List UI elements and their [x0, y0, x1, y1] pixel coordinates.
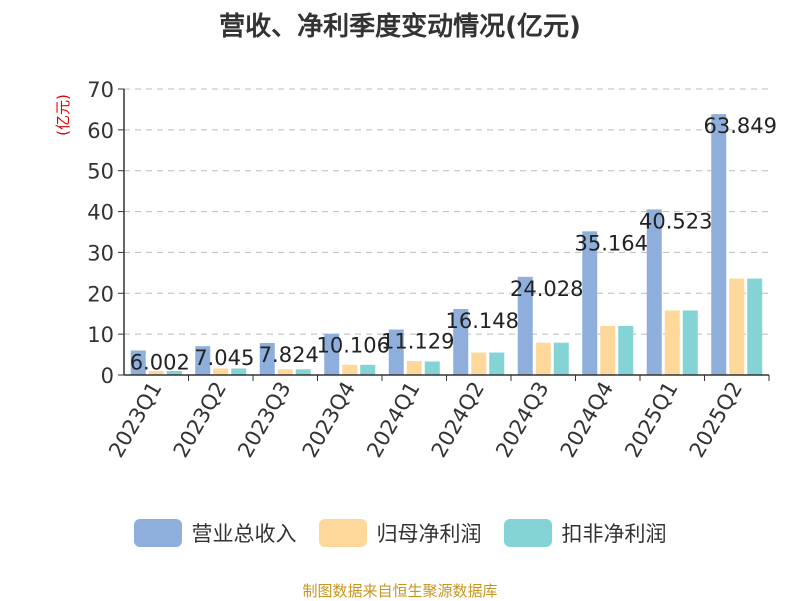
legend-swatch-net-profit	[318, 519, 367, 547]
bar-deducted-profit	[553, 342, 569, 375]
legend-label-revenue: 营业总收入	[191, 522, 297, 546]
source-note: 制图数据来自恒生聚源数据库	[302, 582, 498, 600]
bar-net-profit	[342, 364, 358, 375]
x-tick-label: 2023Q4	[298, 378, 360, 462]
data-label-revenue: 7.824	[259, 343, 319, 367]
bar-revenue	[324, 333, 340, 375]
bar-deducted-profit	[231, 368, 247, 375]
bar-net-profit	[148, 370, 164, 375]
bar-net-profit	[664, 310, 680, 375]
bar-deducted-profit	[682, 310, 698, 375]
bar-net-profit	[535, 342, 551, 375]
x-tick-label: 2024Q3	[491, 378, 553, 462]
bar-deducted-profit	[489, 352, 505, 375]
legend-item-net-profit[interactable]: 归母净利润	[318, 518, 482, 548]
legend: 营业总收入 归母净利润 扣非净利润	[0, 518, 800, 548]
y-tick-label: 60	[87, 119, 114, 143]
x-tick-label: 2023Q3	[233, 378, 295, 462]
y-tick-label: 10	[87, 323, 114, 347]
bar-revenue	[453, 309, 469, 375]
bar-revenue	[130, 350, 146, 375]
data-label-revenue: 10.106	[317, 334, 390, 358]
legend-item-deducted-profit[interactable]: 扣非净利润	[503, 518, 667, 548]
legend-swatch-revenue	[133, 519, 182, 547]
data-label-revenue: 11.129	[381, 330, 454, 354]
bar-deducted-profit	[166, 370, 182, 375]
x-tick-label: 2024Q2	[427, 378, 489, 462]
y-tick-label: 40	[87, 201, 114, 225]
x-tick-label: 2024Q4	[556, 378, 618, 462]
x-tick-label: 2024Q1	[362, 378, 424, 462]
y-tick-label: 70	[87, 78, 114, 102]
bar-revenue	[259, 343, 275, 375]
bar-deducted-profit	[360, 364, 376, 375]
x-tick-label: 2025Q1	[620, 378, 682, 462]
bar-net-profit	[471, 352, 487, 375]
data-label-revenue: 16.148	[446, 309, 519, 333]
y-tick-label: 20	[87, 282, 114, 306]
x-tick-label: 2023Q1	[104, 378, 166, 462]
y-tick-label: 30	[87, 241, 114, 265]
y-axis-label: (亿元)	[54, 94, 72, 136]
bar-revenue	[195, 346, 211, 375]
bar-revenue	[582, 231, 598, 375]
data-label-revenue: 63.849	[704, 114, 777, 138]
bar-revenue	[646, 209, 662, 375]
legend-swatch-deducted-profit	[503, 519, 552, 547]
legend-item-revenue[interactable]: 营业总收入	[133, 518, 297, 548]
bar-revenue	[711, 114, 727, 375]
bar-deducted-profit	[747, 278, 763, 375]
data-label-revenue: 7.045	[194, 346, 254, 370]
legend-label-net-profit: 归母净利润	[376, 522, 482, 546]
bar-net-profit	[406, 361, 422, 375]
bar-deducted-profit	[424, 361, 440, 375]
x-tick-label: 2023Q2	[169, 378, 231, 462]
y-tick-label: 50	[87, 160, 114, 184]
y-tick-label: 0	[101, 364, 114, 388]
data-label-revenue: 6.002	[130, 350, 190, 374]
grid-lines	[124, 88, 769, 335]
data-label-revenue: 24.028	[510, 277, 583, 301]
bar-net-profit	[600, 325, 616, 375]
bar-revenue	[517, 276, 533, 375]
bar-net-profit	[277, 369, 293, 375]
bar-deducted-profit	[618, 325, 634, 375]
bar-revenue	[388, 329, 404, 375]
data-label-revenue: 40.523	[639, 209, 712, 233]
bars	[130, 114, 763, 375]
x-tick-label: 2025Q2	[685, 378, 747, 462]
bar-net-profit	[729, 278, 745, 375]
legend-label-deducted-profit: 扣非净利润	[561, 522, 667, 546]
bar-net-profit	[213, 368, 229, 375]
data-label-revenue: 35.164	[575, 231, 648, 255]
bar-deducted-profit	[295, 369, 311, 375]
chart-title: 营收、净利季度变动情况(亿元)	[219, 12, 581, 42]
